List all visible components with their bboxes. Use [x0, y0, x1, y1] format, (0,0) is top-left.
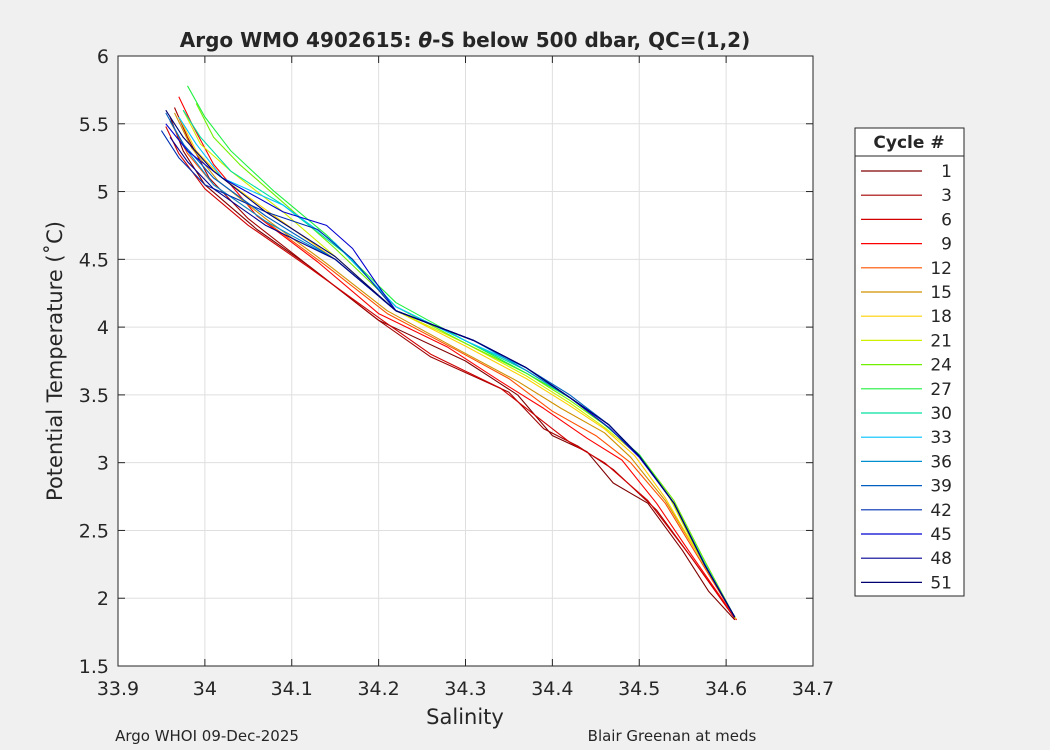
y-tick-label: 2: [97, 588, 109, 610]
legend-label: 21: [930, 331, 952, 351]
legend-label: 9: [941, 235, 952, 255]
title-theta-symbol: θ: [418, 28, 432, 52]
x-axis-label: Salinity: [426, 705, 504, 729]
profile-line: [165, 126, 736, 619]
legend-box: [854, 127, 965, 597]
profile-line: [169, 116, 736, 621]
legend-label: 33: [930, 428, 952, 448]
title-suffix: -S below 500 dbar, QC=(1,2): [432, 28, 750, 52]
legend-label: 15: [930, 283, 952, 303]
chart-title: Argo WMO 4902615: θ-S below 500 dbar, QC…: [180, 28, 750, 52]
y-tick-label: 6: [97, 46, 109, 68]
y-tick-label: 5.5: [79, 114, 109, 136]
x-tick-label: 34.5: [618, 678, 660, 700]
profile-line: [195, 103, 736, 618]
profile-line: [178, 96, 737, 621]
y-tick-label: 5: [97, 182, 109, 204]
profile-line: [165, 109, 736, 618]
legend-label: 18: [930, 307, 952, 327]
legend-label: 1: [941, 162, 952, 182]
title-prefix: Argo WMO 4902615:: [180, 28, 419, 52]
x-tick-label: 34: [193, 678, 217, 700]
x-tick-label: 34.4: [531, 678, 573, 700]
legend-label: 27: [930, 380, 952, 400]
x-tick-label: 33.9: [97, 678, 139, 700]
legend-label: 12: [930, 259, 952, 279]
legend-label: 36: [930, 452, 952, 472]
legend-label: 24: [930, 356, 952, 376]
legend-label: 3: [941, 186, 952, 206]
legend-label: 39: [930, 477, 952, 497]
y-tick-label: 2.5: [79, 520, 109, 542]
profile-curves: [160, 85, 737, 621]
y-tick-label: 3.5: [79, 385, 109, 407]
legend-label: 51: [930, 573, 952, 593]
y-tick-labels: 1.5 2 2.5 3 3.5 4 4.5 5 5.5 6: [79, 46, 109, 678]
y-axis-label: Potential Temperature (˚C): [43, 221, 67, 501]
x-tick-label: 34.3: [444, 678, 486, 700]
y-tick-label: 4: [97, 317, 109, 339]
footer-right: Blair Greenan at meds: [588, 727, 757, 745]
x-tick-label: 34.2: [357, 678, 399, 700]
y-tick-label: 4.5: [79, 249, 109, 271]
axis-ticks: [117, 55, 814, 667]
legend-label: 48: [930, 549, 952, 569]
legend-label: 6: [941, 210, 952, 230]
x-tick-label: 34.1: [271, 678, 313, 700]
x-tick-label: 34.6: [705, 678, 747, 700]
legend-title: Cycle #: [873, 133, 944, 153]
footer-left: Argo WHOI 09-Dec-2025: [115, 727, 299, 745]
legend-label: 30: [930, 404, 952, 424]
x-tick-labels: 33.9 34 34.1 34.2 34.3 34.4 34.5 34.6 34.7: [97, 678, 834, 700]
legend-label: 45: [930, 525, 952, 545]
y-tick-label: 1.5: [79, 656, 109, 678]
x-tick-label: 34.7: [792, 678, 834, 700]
y-tick-label: 3: [97, 453, 109, 475]
legend-label: 42: [930, 501, 952, 521]
